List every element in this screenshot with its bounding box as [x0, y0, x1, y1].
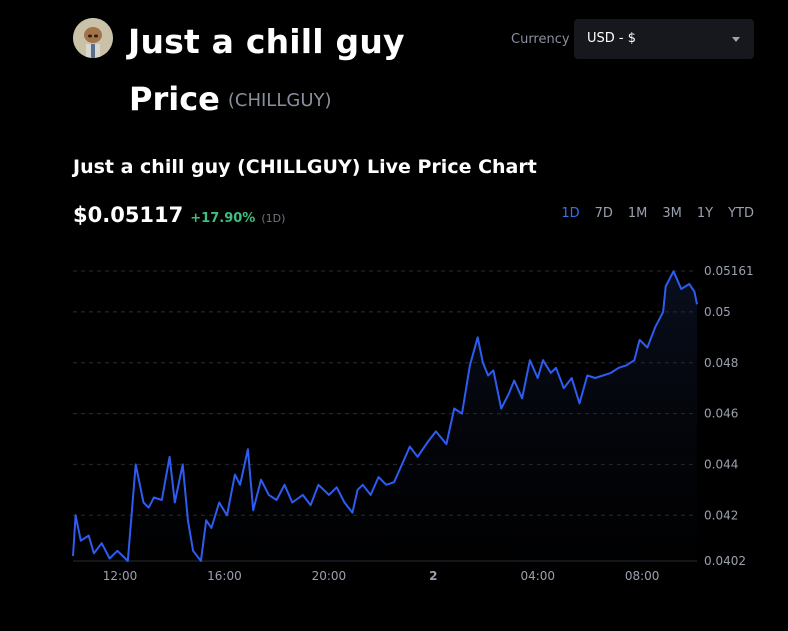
x-tick-label: 20:00	[312, 569, 347, 583]
y-tick-label: 0.0402	[704, 554, 746, 568]
live-price: $0.05117	[73, 203, 184, 227]
y-tick-label: 0.05161	[704, 264, 754, 278]
range-3m-button[interactable]: 3M	[662, 206, 682, 221]
range-1d-button[interactable]: 1D	[561, 206, 580, 221]
y-tick-label: 0.044	[704, 457, 738, 471]
x-tick-label: 2	[429, 569, 437, 583]
range-1y-button[interactable]: 1Y	[696, 206, 714, 221]
x-tick-label: 04:00	[520, 569, 555, 583]
change-period: (1D)	[261, 212, 286, 225]
chevron-down-icon	[732, 37, 740, 42]
x-axis: 12:00 16:00 20:00 2 04:00 08:00	[103, 569, 660, 583]
chill-guy-logo	[73, 18, 113, 58]
price-word: Price	[129, 80, 220, 118]
y-tick-label: 0.046	[704, 407, 738, 421]
coin-symbol: (CHILLGUY)	[227, 90, 332, 111]
price-area	[73, 271, 697, 561]
price-change: +17.90%	[190, 211, 256, 226]
x-tick-label: 12:00	[103, 569, 138, 583]
price-heading: Price (CHILLGUY)	[129, 80, 332, 118]
range-1m-button[interactable]: 1M	[627, 206, 648, 221]
live-price-row: $0.05117 +17.90% (1D)	[73, 203, 285, 227]
y-axis: 0.05161 0.05 0.048 0.046 0.044 0.042 0.0402	[704, 264, 754, 568]
currency-selected-value: USD - $	[587, 31, 637, 46]
range-7d-button[interactable]: 7D	[594, 206, 613, 221]
y-tick-label: 0.05	[704, 305, 731, 319]
currency-label: Currency	[511, 32, 570, 47]
range-ytd-button[interactable]: YTD	[728, 206, 754, 221]
range-selector: 1D 7D 1M 3M 1Y YTD	[546, 206, 754, 221]
y-tick-label: 0.048	[704, 356, 738, 370]
currency-select[interactable]: USD - $	[574, 19, 754, 59]
y-tick-label: 0.042	[704, 508, 738, 522]
x-tick-label: 08:00	[625, 569, 660, 583]
chart-title: Just a chill guy (CHILLGUY) Live Price C…	[73, 156, 537, 178]
price-line	[72, 270, 698, 562]
coin-avatar	[73, 18, 113, 58]
x-tick-label: 16:00	[207, 569, 242, 583]
coin-name: Just a chill guy	[128, 22, 405, 61]
